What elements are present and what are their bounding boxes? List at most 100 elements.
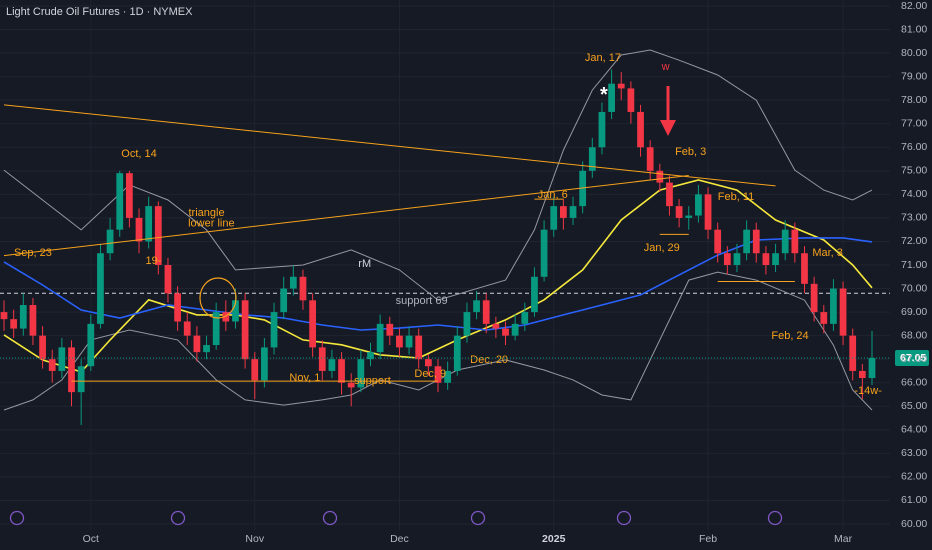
annotation: w [661,61,670,73]
candle-body [723,253,731,265]
trend-line [3,175,689,257]
last-price-box [895,350,929,367]
candle-body [376,323,384,353]
y-tick-label: 76.00 [901,141,927,153]
event-icons [9,510,783,526]
candle-body [270,312,278,348]
annotation: Feb, 3 [675,146,706,158]
annotation: rM [358,258,371,270]
y-tick-label: 74.00 [901,188,927,200]
annotation: Jan, 6 [538,189,568,201]
y-tick-label: 70.00 [901,282,927,294]
grid [0,0,890,530]
indicator-line [3,49,873,301]
annotation: * [600,84,608,106]
candle-body [87,323,95,367]
candle-body [212,312,220,346]
y-tick-label: 65.00 [901,400,927,412]
candle-body [502,328,509,336]
annotation: triangle [188,207,224,219]
candle-body [492,323,500,329]
candle-body [637,111,644,148]
candle-body [656,170,664,183]
candle-body [10,319,18,329]
y-tick-label: 72.00 [901,235,927,247]
y-tick-label: 69.00 [901,306,927,318]
candle-body [482,300,490,324]
candle-body [858,370,866,379]
indicator-line [3,237,873,331]
annotation: support 69 [396,295,448,307]
candle-body [77,366,85,393]
y-tick-label: 67.00 [901,353,927,365]
candle-body [791,229,799,254]
candle-body [193,335,201,353]
candle-body [521,312,529,324]
trend-line [3,104,776,187]
y-tick-label: 61.00 [901,494,927,506]
y-tick-label: 75.00 [901,165,927,177]
candle-body [743,229,750,254]
candle-body [261,347,268,381]
y-tick-label: 64.00 [901,424,927,436]
candle-body [444,370,452,383]
candle-body [820,312,828,324]
candle-body [752,229,760,254]
annotation: Mar, 3 [812,247,843,259]
annotation: Nov, 1 [289,372,320,384]
annotation: support [354,375,391,387]
candle-body [280,288,288,313]
candle-body [540,229,548,277]
candle-body [434,366,442,383]
y-tick-label: 81.00 [901,23,927,35]
x-tick-label: Dec [390,533,409,545]
candle-body [415,335,423,360]
annotation: Jan, 17 [585,52,621,64]
annotation: Dec, 9 [414,368,446,380]
candle-body [48,359,56,371]
chart-title: Light Crude Oil Futures · 1D · NYMEX [6,6,193,18]
candle-body [328,359,336,371]
candle-body [386,323,394,336]
annotation: Feb, 24 [771,330,808,342]
annotation: Dec, 20 [470,354,508,366]
candle-body [135,217,143,242]
candle-body [810,283,818,313]
x-tick-label: Mar [834,533,853,545]
candle-body [29,305,37,336]
candle-body [347,382,355,388]
circle-drawing [199,277,237,319]
candle-body [405,335,413,348]
y-tick-label: 73.00 [901,212,927,224]
annotation: Sep, 23 [14,247,52,259]
candle-body [97,253,104,324]
candle-body [781,229,789,254]
candle-body [424,359,432,367]
candle-body [646,147,654,171]
candle-body [367,352,374,360]
candle-body [241,300,249,360]
candle-body [183,321,191,336]
candle-body [318,347,326,371]
candle-body [569,206,577,218]
candle-body [704,194,712,230]
x-tick-label: Nov [245,533,264,545]
annotation: lower line [188,218,234,230]
candle-body [39,335,46,360]
candle-body [0,312,8,320]
candle-body [174,293,181,322]
candle-body [203,345,210,353]
annotation: Oct, 14 [121,148,156,160]
candle-body [58,347,66,371]
candle-body [714,229,722,254]
candle-body [801,253,808,284]
candle-body [579,170,587,207]
indicator-line [3,179,873,373]
candle-body [222,312,230,322]
candle-body [116,173,124,230]
annotation: Jan, 29 [644,242,680,254]
candle-body [106,229,114,254]
candle-body [666,182,673,207]
y-tick-label: 78.00 [901,94,927,106]
